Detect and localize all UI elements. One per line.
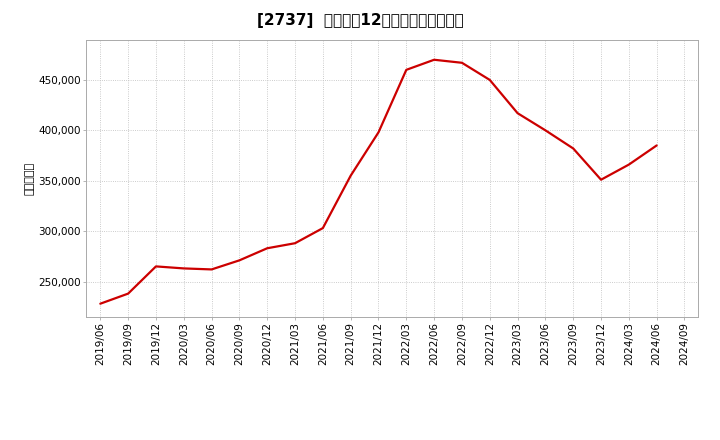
Y-axis label: （百万円）: （百万円） <box>24 161 34 195</box>
Text: [2737]  売上高の12か月移動合計の推移: [2737] 売上高の12か月移動合計の推移 <box>256 13 464 28</box>
